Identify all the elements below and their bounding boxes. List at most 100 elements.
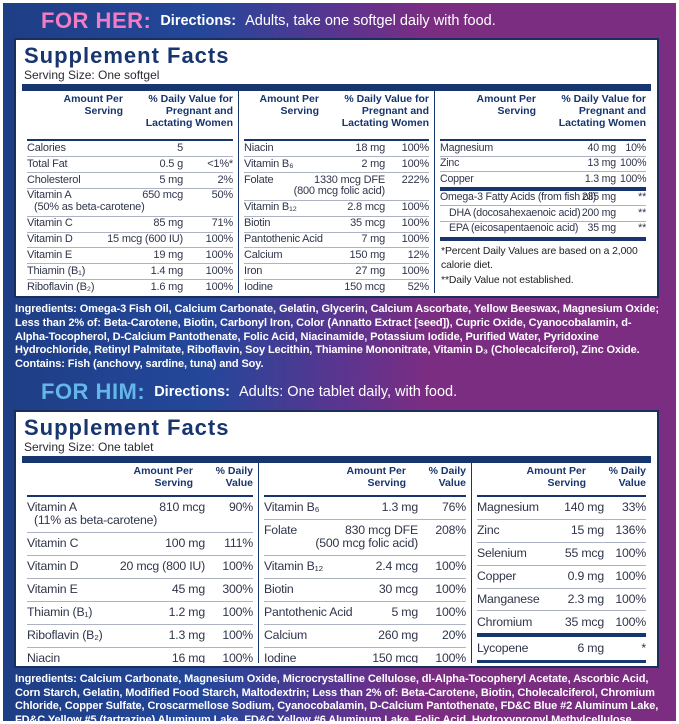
nutrient-name: Iron xyxy=(244,265,263,278)
daily-value: 100% xyxy=(222,650,253,663)
ingredients-paragraph: Ingredients: Omega-3 Fish Oil, Calcium C… xyxy=(15,303,662,358)
nutrient-name: Vitamin C xyxy=(27,536,79,551)
amount-value: 35 mcg xyxy=(564,614,604,629)
amount-value: 1.2 mg xyxy=(168,605,206,620)
table-row: Omega-3 Fatty Acids (from fish oil) 235 m… xyxy=(440,186,646,206)
amount-value: 1.4 mg xyxy=(150,265,184,278)
supplement-facts-title: Supplement Facts xyxy=(24,43,230,68)
nutrient-name: Vitamin B₆ xyxy=(244,157,294,170)
daily-value: 100% xyxy=(435,650,466,663)
nutrient-name-note: (50% as beta-carotene) xyxy=(34,201,145,214)
daily-value: 76% xyxy=(441,500,466,515)
daily-value: 100% xyxy=(620,172,647,185)
amount-value: 2.8 mcg xyxy=(347,201,385,214)
table-row: Zinc 15 mg 136% xyxy=(477,518,646,542)
table-row: Folate 1330 mcg DFE 222% (800 mcg folic aci… xyxy=(244,171,429,200)
daily-value-header: % Daily Value xyxy=(608,464,646,489)
ingredients-label: Ingredients: xyxy=(15,303,77,315)
amount-value: 200 mg xyxy=(581,206,616,219)
amount-value: 0.9 mg xyxy=(567,568,605,583)
facts-column-2: Amount Per Serving % Daily Value for Preg… xyxy=(238,91,434,293)
facts-column-3: Amount Per Serving % Daily Value for Preg… xyxy=(434,91,651,293)
nutrient-name: Selenium xyxy=(477,546,527,561)
amount-value: 7 mg xyxy=(361,233,385,246)
daily-value: 100% xyxy=(222,559,253,574)
her-directions-label: Directions: xyxy=(160,12,237,29)
amount-value: 16 mg xyxy=(171,650,205,663)
nutrient-name: Vitamin A xyxy=(27,189,72,202)
nutrient-name: Niacin xyxy=(27,650,60,663)
table-row: Vitamin B₁₂ 2.8 mcg 100% xyxy=(244,199,429,216)
table-row: Iron 27 mg 100% xyxy=(244,263,429,279)
nutrient-name: Iodine xyxy=(264,650,297,663)
footnotes: *Percent Daily Values are based on a 2,0… xyxy=(440,237,646,288)
amount-value: 45 mg xyxy=(171,582,205,597)
table-top-bar xyxy=(22,455,651,463)
nutrient-name: Magnesium xyxy=(477,500,539,515)
nutrient-name: Vitamin B₆ xyxy=(264,500,320,515)
nutrient-name: Manganese xyxy=(477,591,540,606)
ingredients-her: Ingredients: Omega-3 Fish Oil, Calcium C… xyxy=(3,298,676,375)
facts-column-3: Amount Per Serving % Daily Value Magnesium… xyxy=(471,462,651,663)
amount-value: 19 mg xyxy=(153,249,183,262)
daily-value: 100% xyxy=(205,280,234,293)
daily-value: 100% xyxy=(205,233,234,246)
daily-value: 100% xyxy=(222,627,253,642)
amount-value: 810 mcg xyxy=(159,500,205,515)
amount-value: 1.3 mg xyxy=(168,627,206,642)
table-row: Vitamin D 15 mcg (600 IU) 100% xyxy=(27,231,234,248)
column-header: Amount Per Serving % Daily Value for Preg… xyxy=(440,91,646,141)
table-row: Chromium 35 mcg 100% xyxy=(477,610,646,633)
for-him-banner: FOR HIM: Directions: Adults: One tablet … xyxy=(3,375,676,410)
daily-value: 71% xyxy=(211,217,234,230)
daily-value: ** xyxy=(638,206,646,219)
daily-value: 100% xyxy=(615,568,646,583)
ingredients-text: Calcium Carbonate, Magnesium Oxide, Micr… xyxy=(15,672,659,724)
nutrient-name: Calcium xyxy=(264,627,308,642)
daily-value: ** xyxy=(638,191,646,204)
daily-value: 33% xyxy=(621,500,646,515)
amount-value: 650 mcg xyxy=(142,189,183,202)
ingredients-him: Ingredients: Calcium Carbonate, Magnesiu… xyxy=(3,668,676,724)
footnote: *Percent Daily Values are based on a 2,0… xyxy=(441,246,638,271)
table-row: Total Fat 0.5 g <1%* xyxy=(27,155,233,172)
table-row: Biotin 35 mcg 100% xyxy=(244,215,429,232)
nutrient-name: Magnesium xyxy=(440,141,493,154)
daily-value: 12% xyxy=(407,249,430,262)
daily-value: 90% xyxy=(228,500,253,515)
table-row: Vitamin C 100 mg 111% xyxy=(27,531,253,555)
amount-value: 55 mcg xyxy=(564,546,604,561)
table-row: Thiamin (B₁) 1.4 mg 100% xyxy=(27,263,233,279)
daily-value: 100% xyxy=(401,265,430,278)
daily-value: 100% xyxy=(435,582,466,597)
daily-value: 100% xyxy=(401,233,430,246)
amount-value: 18 mg xyxy=(355,141,385,154)
footnotes: *Daily Value not established. xyxy=(477,660,646,663)
for-him-title: FOR HIM: xyxy=(41,379,146,405)
daily-value: 300% xyxy=(222,582,253,597)
nutrient-name: Vitamin E xyxy=(27,582,78,597)
amount-per-serving-header: Amount Per Serving xyxy=(526,464,586,489)
facts-column-1: Amount Per Serving % Daily Value Vitamin A… xyxy=(22,463,258,663)
amount-value: 150 mg xyxy=(349,249,386,262)
daily-value: 20% xyxy=(441,627,466,642)
table-row: Magnesium 40 mg 10% xyxy=(440,141,646,156)
daily-value: 100% xyxy=(435,605,466,620)
table-row: Copper 0.9 mg 100% xyxy=(477,564,646,588)
amount-value: 40 mg xyxy=(587,141,617,154)
table-top-bar xyxy=(22,84,651,91)
nutrient-name: Biotin xyxy=(264,582,294,597)
nutrient-name: Vitamin B₁₂ xyxy=(244,201,297,214)
amount-per-serving-header: Amount Per Serving xyxy=(259,93,319,117)
daily-value: <1%* xyxy=(207,157,233,170)
nutrient-name: Zinc xyxy=(440,157,460,170)
amount-value: 2.3 mg xyxy=(567,591,605,606)
facts-column-2: Amount Per Serving % Daily Value Vitamin B… xyxy=(258,462,471,663)
table-row: Magnesium 140 mg 33% xyxy=(477,497,646,519)
daily-value: 100% xyxy=(615,614,646,629)
nutrient-name: Vitamin A xyxy=(27,500,77,515)
table-row: Lycopene 6 mg * xyxy=(477,633,646,659)
supplement-facts-title: Supplement Facts xyxy=(24,414,230,440)
amount-value: 150 mcg xyxy=(344,280,385,293)
